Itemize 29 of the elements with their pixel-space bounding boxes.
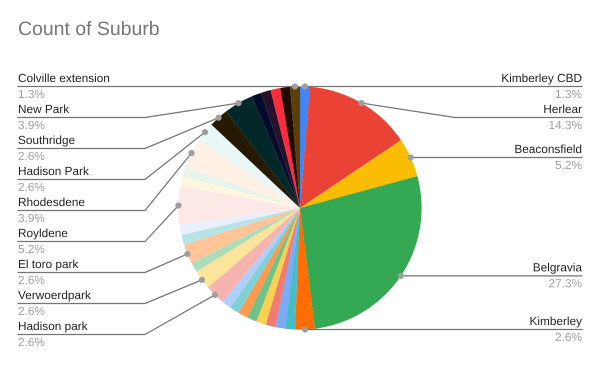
data-label: 27.3% [549,279,582,288]
data-label: 3.9% [18,214,44,222]
slice-label: Royldene [18,228,68,240]
slice-label: Beaconsfield [515,144,582,154]
data-label: 5.2% [18,244,44,254]
data-label: 2.6% [18,338,44,346]
slice-label: Herlear [544,104,582,114]
slice-label: Kimberley CBD [502,73,582,84]
data-label: 1.3% [556,90,582,98]
data-label: 2.6% [556,332,582,342]
slice-label: Belgravia [534,262,582,274]
slice-label: Rhodesdene [18,197,84,206]
data-label: 2.6% [18,152,44,160]
slice-label: Kimberley [530,316,582,328]
data-label: 1.3% [18,90,44,98]
chart-title: Count of Suburb [18,20,159,36]
data-label: 3.9% [18,120,44,130]
slice-label: Hadison Park [18,166,89,176]
data-label: 14.3% [549,120,582,130]
data-label: 2.6% [18,306,44,316]
slice-label: Hadison park [18,321,88,332]
data-label: 5.2% [556,160,582,170]
data-label: 2.6% [18,182,44,192]
slice-label: Southridge [18,135,75,146]
slice-label: New Park [18,104,70,114]
data-label: 2.6% [18,276,44,284]
slice-label: El toro park [18,259,78,270]
slice-label: Verwoerdpark [18,290,91,302]
slice-label: Colville extension [18,73,110,82]
